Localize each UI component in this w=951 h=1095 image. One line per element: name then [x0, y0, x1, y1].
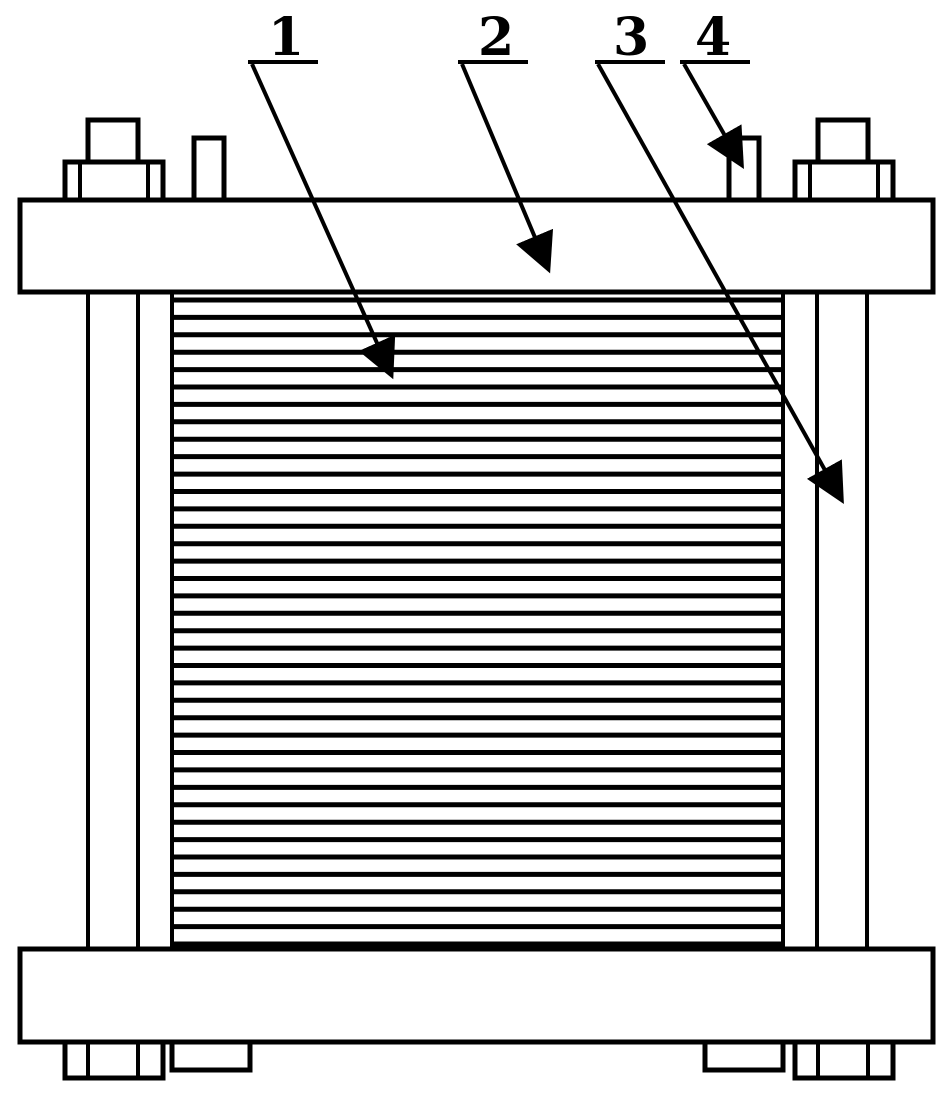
callout-2-label: 2: [478, 7, 514, 68]
callout-1-label: 1: [268, 7, 304, 68]
callout-2: 2: [458, 7, 554, 274]
bottom-left-bolt: [62, 1039, 166, 1081]
top-left-bolt: [62, 117, 166, 203]
callout-1: 1: [248, 7, 396, 380]
bottom-end-plate: [17, 946, 936, 1045]
callout-4-label: 4: [695, 7, 731, 68]
bottom-left-nozzle: [169, 1039, 253, 1073]
bottom-right-bolt: [792, 1039, 896, 1081]
callout-3: 3: [595, 7, 844, 504]
callout-3-label: 3: [613, 7, 649, 68]
plate-stack: [170, 290, 785, 951]
top-end-plate: [17, 197, 936, 295]
top-left-nozzle: [191, 135, 227, 203]
bottom-right-nozzle: [702, 1039, 786, 1073]
callout-4: 4: [680, 7, 750, 169]
top-right-bolt: [792, 117, 896, 203]
